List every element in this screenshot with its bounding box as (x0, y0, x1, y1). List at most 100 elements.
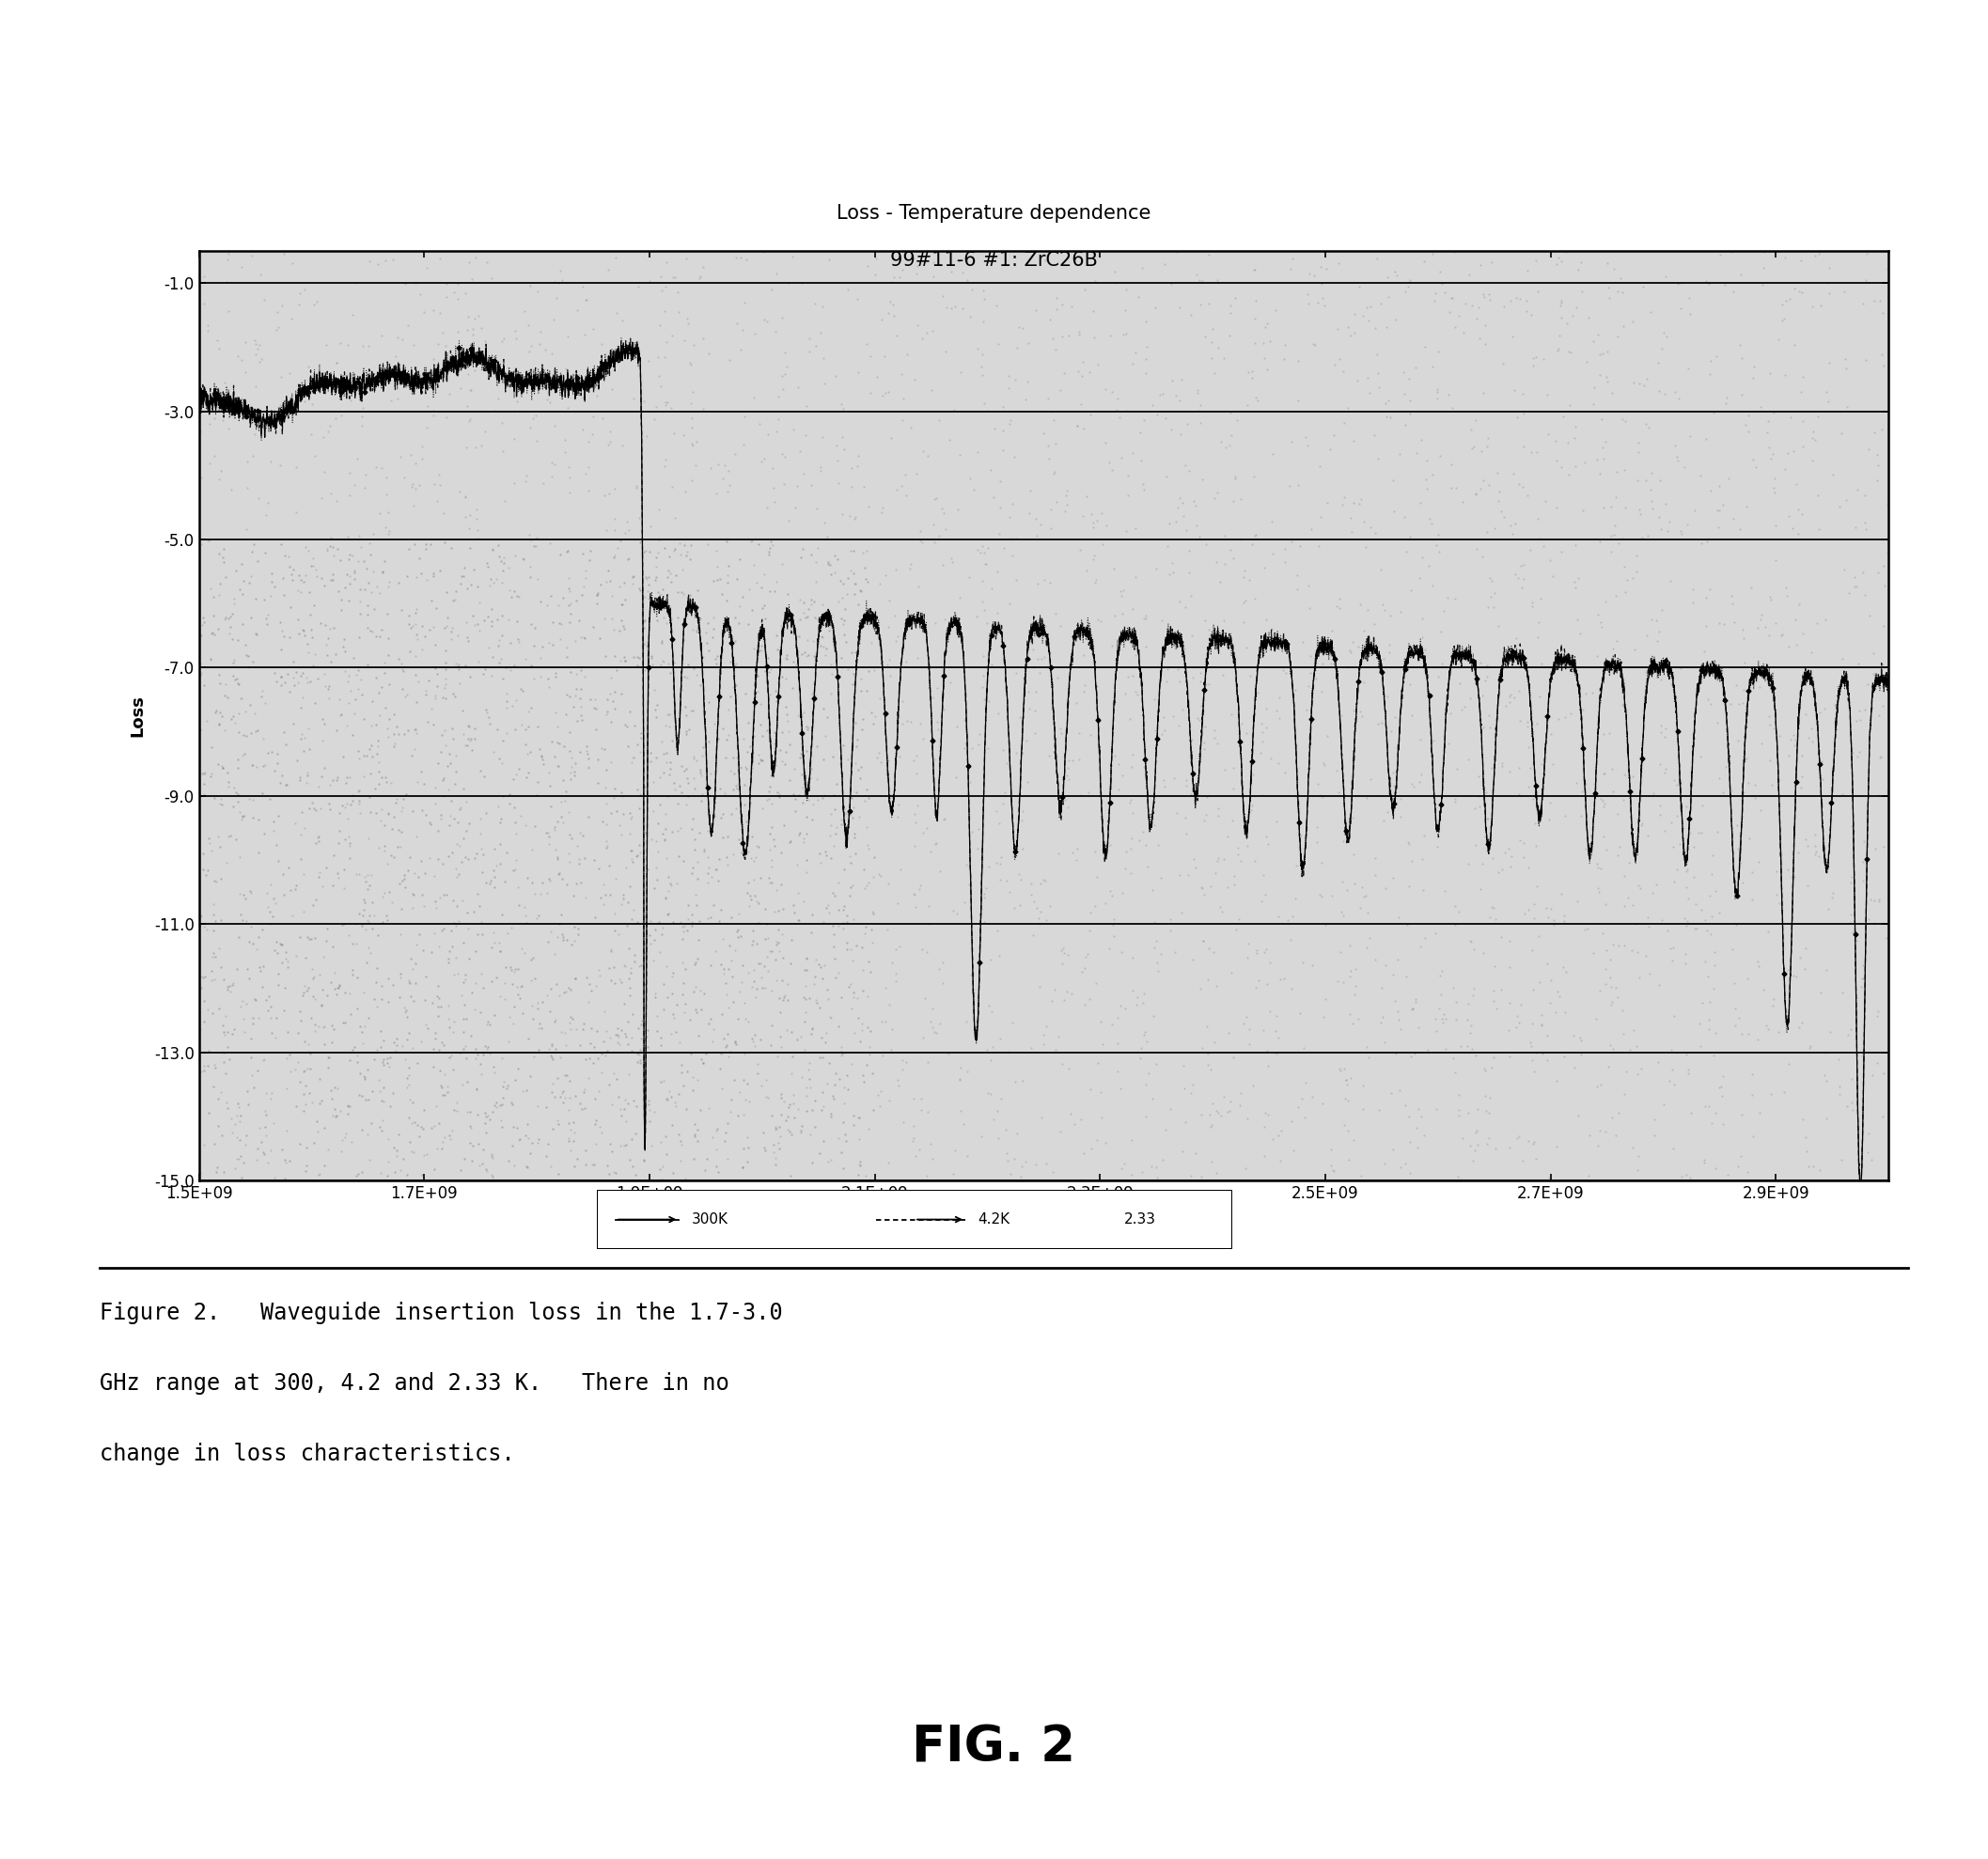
Point (1046, 322, 1077, 351)
Point (485, 1112, 517, 1141)
Point (676, 859, 708, 889)
Point (423, 461, 455, 491)
Point (1632, 913, 1664, 943)
Point (918, 509, 950, 539)
Point (189, 961, 221, 991)
Point (1415, 351, 1447, 381)
Point (364, 621, 396, 651)
Point (865, 684, 897, 714)
Point (984, 519, 1016, 548)
Point (493, 1002, 525, 1032)
Point (1517, 903, 1549, 933)
Point (423, 244, 455, 273)
Point (529, 355, 561, 385)
Point (1203, 844, 1235, 874)
Point (857, 896, 889, 926)
Point (408, 1140, 439, 1169)
Point (1785, 760, 1817, 790)
Point (712, 1041, 744, 1071)
Point (648, 342, 680, 372)
Point (1467, 680, 1499, 710)
Point (775, 1041, 807, 1071)
Point (1845, 972, 1877, 1002)
Point (1493, 1015, 1525, 1045)
Point (1326, 866, 1358, 896)
Point (789, 956, 821, 985)
Point (1642, 348, 1674, 377)
Point (417, 1052, 449, 1082)
Point (761, 634, 793, 664)
Point (1861, 441, 1893, 470)
Point (1688, 636, 1720, 666)
Point (801, 731, 833, 760)
Point (374, 669, 406, 699)
Point (352, 368, 384, 398)
Point (1119, 561, 1151, 591)
Point (245, 952, 276, 982)
Point (1670, 948, 1702, 978)
Point (664, 1127, 696, 1156)
Point (604, 890, 636, 920)
Point (696, 623, 728, 653)
Point (1616, 935, 1648, 965)
Point (1602, 1099, 1634, 1128)
Point (974, 991, 1006, 1021)
Point (1151, 654, 1183, 684)
Point (1821, 716, 1853, 745)
Point (594, 679, 626, 708)
Point (551, 537, 582, 567)
Point (354, 615, 386, 645)
Point (1759, 608, 1791, 638)
Point (1081, 671, 1113, 701)
Point (1070, 943, 1101, 972)
Point (1463, 323, 1495, 353)
Point (465, 907, 497, 937)
Point (1471, 591, 1503, 621)
Point (670, 662, 702, 692)
Point (1404, 630, 1435, 660)
Point (243, 1056, 274, 1086)
Point (382, 712, 414, 742)
Point (473, 1039, 505, 1069)
Point (829, 433, 861, 463)
Point (1513, 257, 1545, 286)
Point (1095, 881, 1127, 911)
Point (256, 1019, 288, 1048)
Point (1173, 690, 1205, 719)
Point (634, 580, 666, 610)
Point (205, 1078, 237, 1108)
Point (887, 359, 918, 389)
Point (1743, 392, 1775, 422)
Point (288, 859, 320, 889)
Point (1195, 872, 1227, 902)
Point (439, 911, 471, 941)
Point (1694, 881, 1726, 911)
Point (911, 937, 942, 967)
Point (310, 926, 342, 956)
Point (324, 798, 356, 827)
Point (199, 900, 231, 930)
Point (1024, 868, 1056, 898)
Point (195, 645, 227, 675)
Point (392, 561, 423, 591)
Point (1555, 338, 1586, 368)
Point (471, 552, 503, 582)
Point (1079, 569, 1111, 599)
Point (1559, 452, 1590, 481)
Point (561, 660, 592, 690)
Point (491, 918, 523, 948)
Point (694, 950, 726, 980)
Point (775, 1060, 807, 1089)
Point (543, 589, 575, 619)
Point (559, 1153, 590, 1182)
Point (1686, 987, 1718, 1017)
Point (1378, 959, 1409, 989)
Point (1221, 833, 1252, 863)
Point (1829, 556, 1861, 586)
Point (718, 987, 749, 1017)
Point (845, 675, 877, 705)
Point (1578, 389, 1610, 418)
Point (1382, 1006, 1413, 1035)
Point (479, 1091, 511, 1121)
Point (628, 1145, 660, 1175)
